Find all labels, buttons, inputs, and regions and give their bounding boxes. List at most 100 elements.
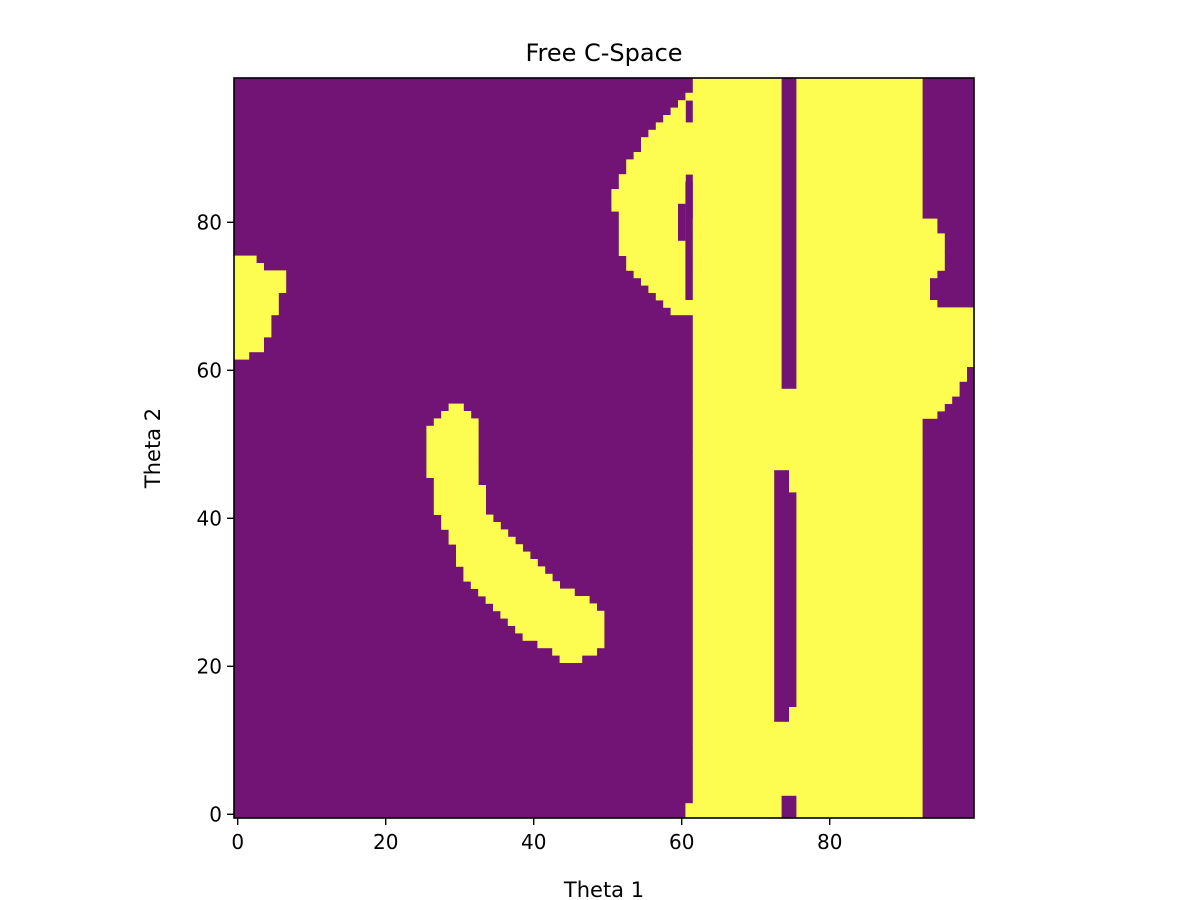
free-cell [922, 322, 975, 330]
free-cell [692, 78, 923, 86]
free-cell [478, 588, 575, 597]
free-cell [692, 736, 923, 745]
free-cell [441, 514, 494, 523]
free-cell [234, 307, 279, 316]
free-cell [234, 255, 257, 264]
free-cell [692, 277, 923, 286]
free-cell [692, 633, 923, 641]
free-cell [922, 226, 938, 234]
free-cell [692, 189, 923, 197]
free-cell [234, 270, 287, 279]
free-cell [692, 448, 923, 456]
free-cell [692, 307, 923, 316]
free-cell [692, 655, 923, 663]
free-cell [692, 144, 923, 153]
free-cell [692, 707, 923, 715]
obstacle-strip [789, 492, 797, 707]
free-cell [692, 596, 923, 604]
free-cell [663, 115, 686, 123]
free-cell [692, 263, 923, 271]
free-cell [692, 485, 923, 493]
free-cell [463, 573, 553, 582]
free-cell [448, 536, 516, 545]
x-tick-label: 40 [521, 830, 546, 854]
free-cell [611, 196, 686, 205]
y-tick-label: 80 [197, 210, 222, 234]
free-cell [692, 603, 923, 612]
free-cell [922, 240, 945, 249]
free-cell [692, 366, 923, 375]
free-cell [692, 588, 923, 597]
free-cell [692, 551, 923, 560]
free-cell [234, 285, 287, 293]
free-cell [655, 292, 701, 301]
free-cell [692, 573, 923, 582]
free-cell [922, 351, 975, 360]
free-cell [618, 226, 701, 234]
free-cell [433, 499, 486, 508]
free-cell [692, 337, 923, 345]
plot-frame [233, 77, 975, 819]
free-cell [692, 248, 923, 256]
free-cell [692, 647, 923, 656]
free-cell [670, 307, 701, 316]
free-cell [692, 499, 923, 508]
free-cell [234, 344, 264, 353]
free-cell [922, 388, 960, 397]
free-cell [692, 662, 923, 671]
heatmap-plot [233, 77, 975, 819]
free-cell [433, 477, 479, 486]
free-cell [922, 307, 975, 316]
free-cell [692, 314, 923, 323]
free-cell [692, 477, 923, 486]
free-cell [692, 670, 923, 678]
x-axis: 0 20 40 60 80 [231, 818, 842, 854]
chart-title: Free C-Space [525, 39, 682, 67]
free-cell [234, 351, 250, 360]
free-cell [234, 292, 279, 301]
free-cell [618, 218, 694, 227]
free-cell [618, 240, 701, 249]
obstacle-strip [781, 795, 797, 818]
free-cell [433, 485, 486, 493]
free-cell [692, 581, 923, 589]
free-cell [692, 766, 923, 774]
free-cell [618, 174, 686, 182]
free-cell [692, 255, 923, 264]
free-cell [426, 448, 479, 456]
free-cell [670, 107, 686, 116]
free-cell [633, 152, 701, 160]
free-cell [493, 603, 597, 612]
free-cell [922, 218, 938, 227]
free-cell [922, 277, 930, 286]
free-cell [692, 122, 923, 131]
free-cell [922, 366, 967, 375]
x-tick-label: 0 [231, 830, 244, 854]
free-cell [692, 514, 923, 523]
free-cell [692, 795, 923, 804]
free-cell [922, 411, 938, 419]
free-cell [426, 433, 479, 441]
free-cell [692, 115, 923, 123]
free-cell [692, 233, 923, 242]
free-cell [426, 440, 479, 449]
free-cell [426, 425, 479, 434]
free-cell [692, 781, 923, 789]
free-cell [692, 751, 923, 760]
free-cell [234, 277, 287, 286]
free-cell [922, 285, 930, 293]
free-cell [234, 263, 264, 271]
free-cell [515, 625, 605, 634]
free-cell [692, 758, 923, 767]
free-cell [922, 374, 967, 382]
free-cell [692, 388, 923, 397]
free-cell [692, 396, 923, 404]
free-cell [692, 174, 923, 182]
free-cell [626, 166, 694, 175]
free-cell [441, 522, 501, 530]
free-cell [648, 285, 701, 293]
free-cell [692, 181, 923, 190]
free-cell [611, 189, 686, 197]
free-cell [692, 721, 923, 730]
free-cell [692, 773, 923, 782]
